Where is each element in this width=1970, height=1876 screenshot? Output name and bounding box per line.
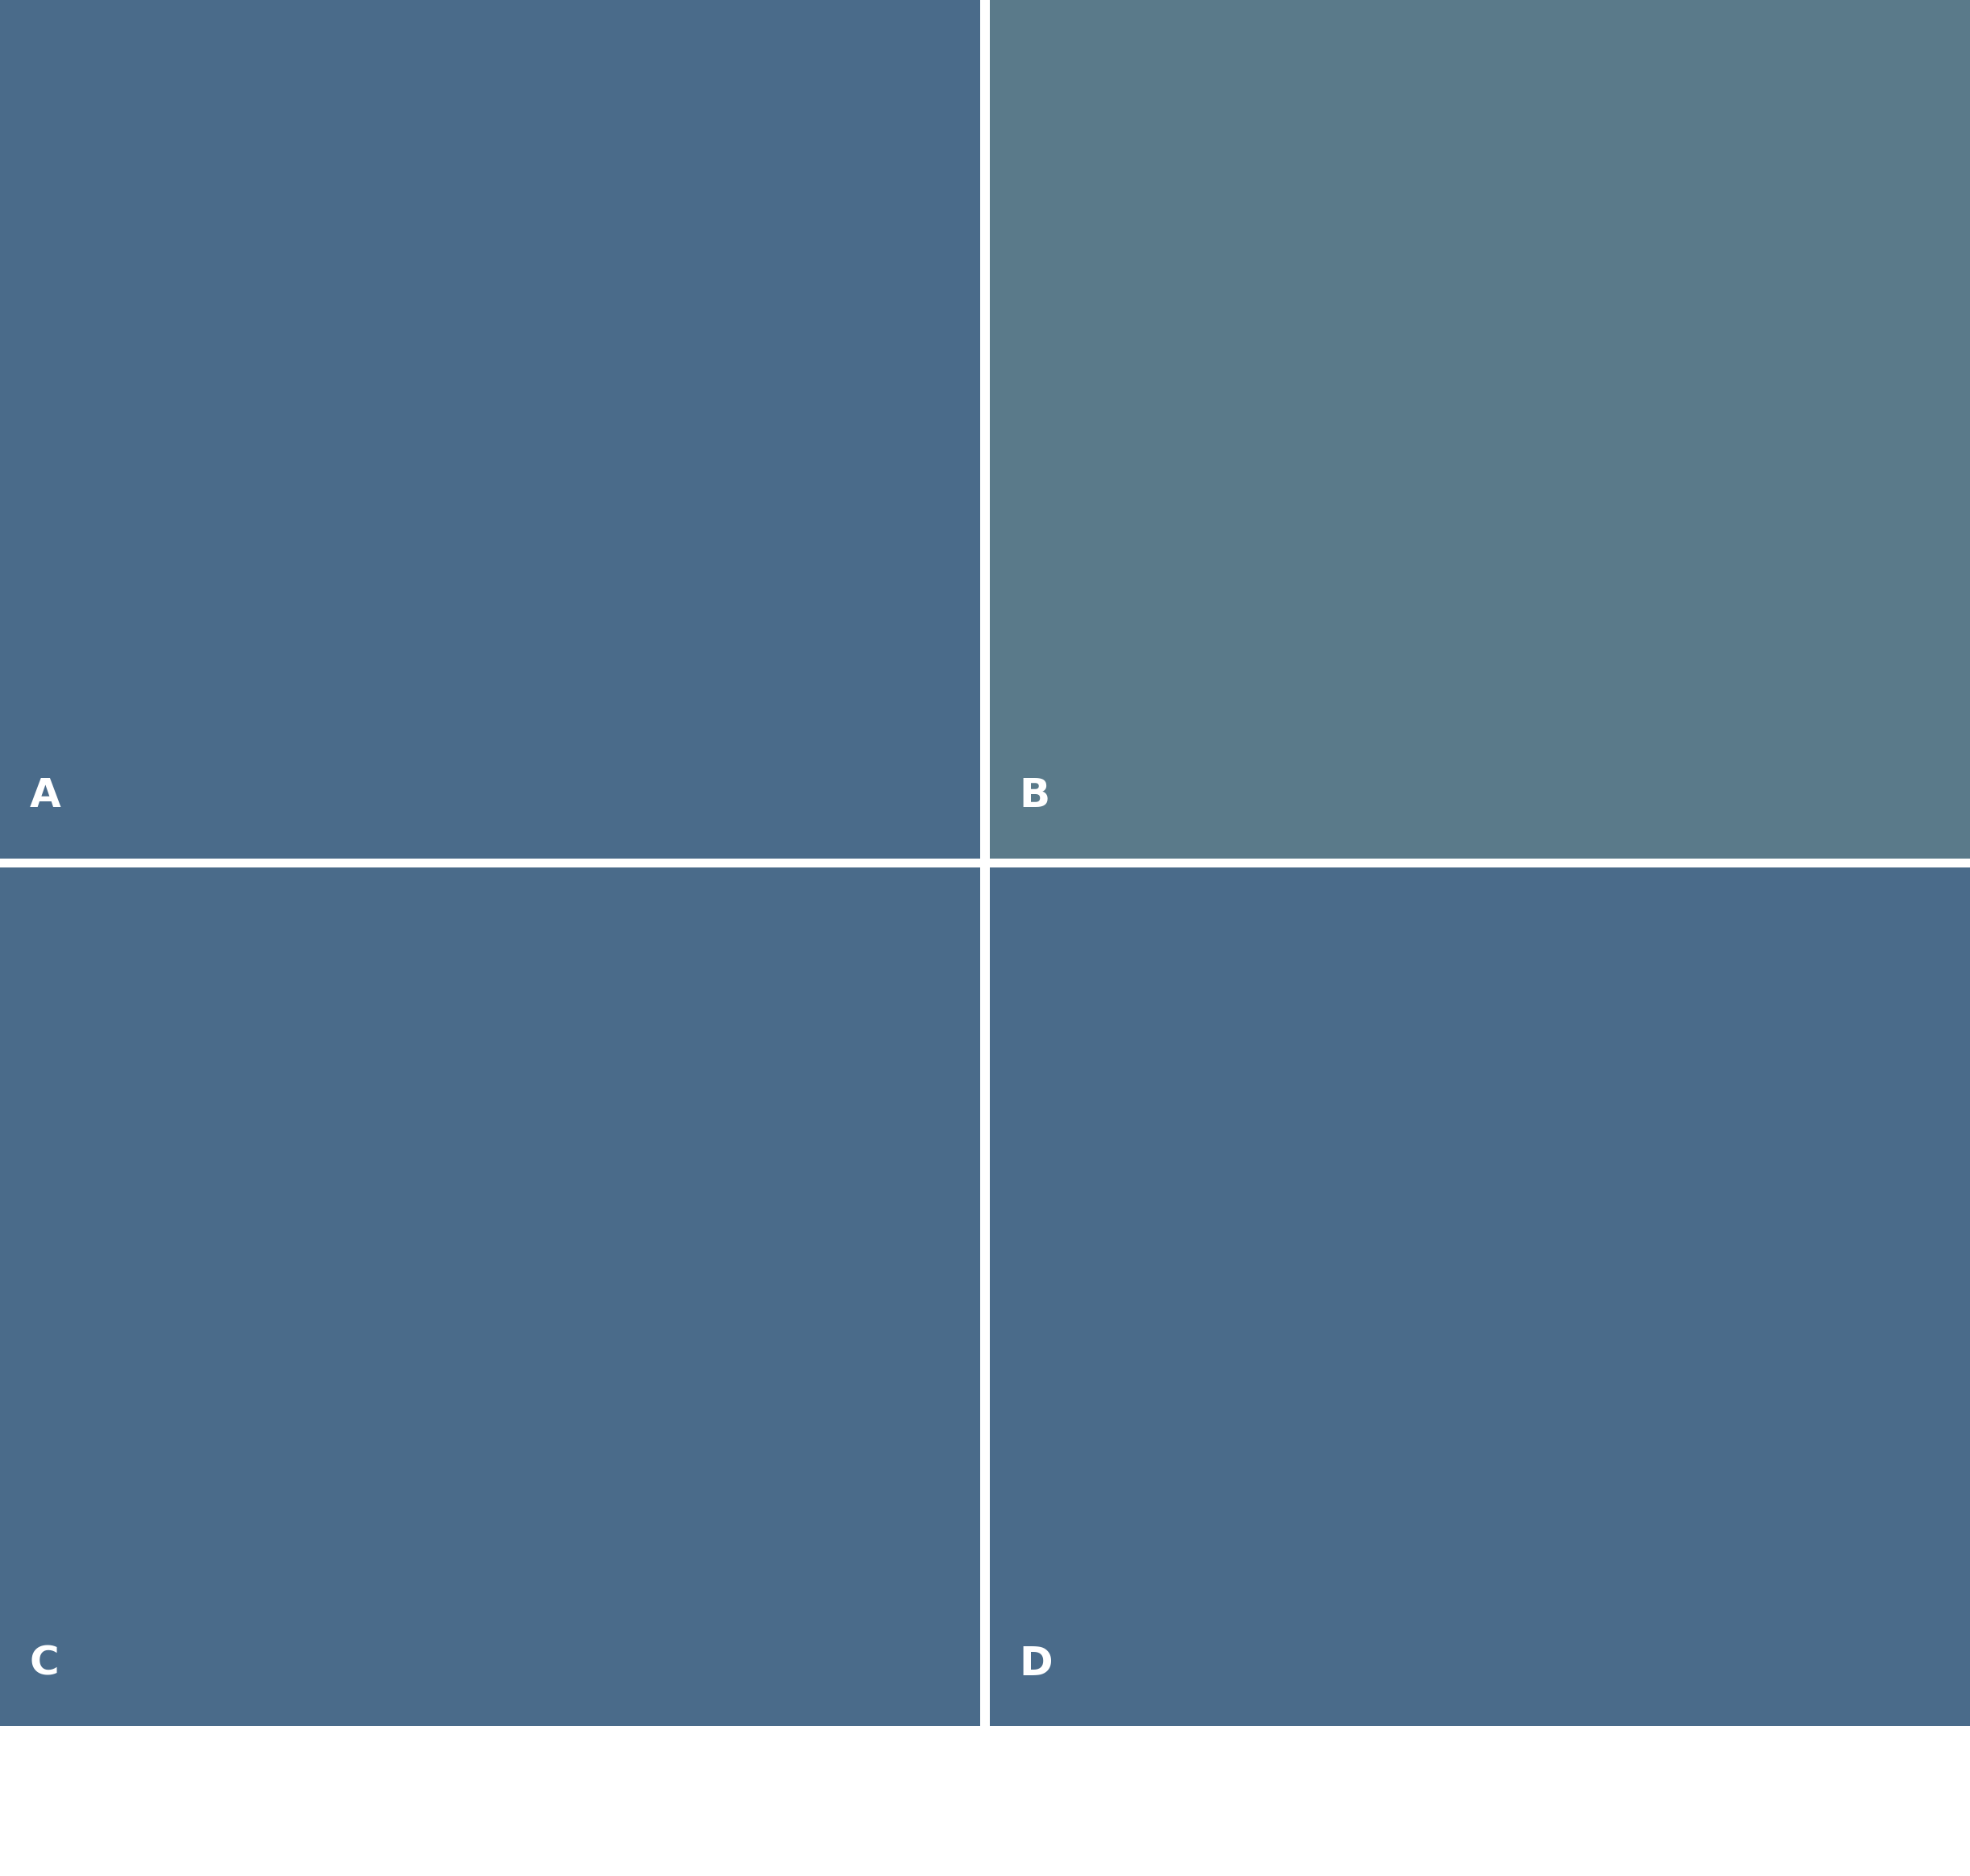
Text: B: B bbox=[1018, 777, 1050, 816]
Text: D: D bbox=[1018, 1643, 1052, 1683]
Text: C: C bbox=[30, 1643, 59, 1683]
Text: A: A bbox=[30, 777, 61, 816]
